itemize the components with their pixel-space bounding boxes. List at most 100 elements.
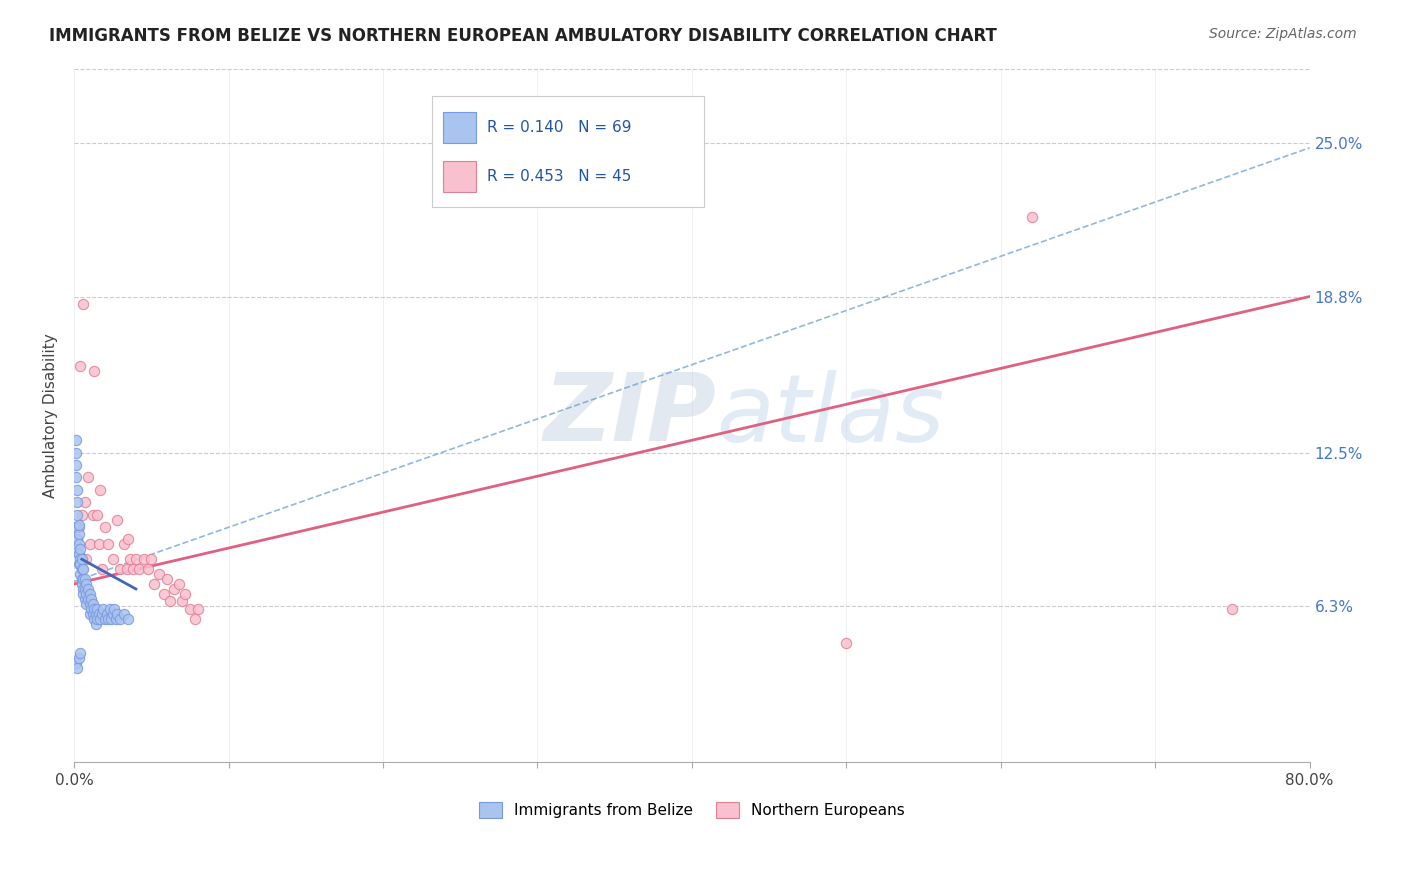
Point (159, 594, 181, 608)
Point (179, 601, 201, 615)
Point (183, 612, 205, 626)
Point (66, 483, 89, 497)
Point (100, 612, 122, 626)
Point (75, 577, 97, 591)
Point (82, 607, 104, 621)
Point (187, 601, 209, 615)
Point (65, 458, 87, 472)
Point (118, 552, 141, 566)
Point (121, 562, 143, 576)
Point (65, 470, 87, 484)
Point (72, 297, 94, 311)
Point (87, 537, 110, 551)
Point (148, 567, 170, 582)
Point (90, 607, 112, 621)
Point (75, 597, 97, 611)
Point (65, 434, 87, 448)
Point (75, 552, 97, 566)
Point (167, 577, 190, 591)
Point (136, 562, 159, 576)
Point (94, 520, 117, 534)
Point (72, 582, 94, 596)
Point (93, 601, 115, 615)
Point (79, 597, 101, 611)
Point (73, 582, 96, 596)
Point (66, 495, 89, 509)
Point (67, 651, 90, 665)
Point (67, 557, 90, 571)
Point (128, 562, 150, 576)
Point (141, 552, 163, 566)
Point (83, 601, 105, 615)
Point (70, 562, 93, 576)
Point (174, 587, 197, 601)
Point (103, 601, 125, 615)
Point (69, 557, 91, 571)
Point (69, 567, 91, 582)
Point (80, 591, 103, 606)
Point (70, 572, 93, 586)
Point (152, 587, 174, 601)
Point (86, 601, 108, 615)
Point (112, 537, 135, 551)
Point (96, 607, 118, 621)
Point (143, 577, 166, 591)
Point (117, 533, 139, 547)
Point (97, 612, 120, 626)
Y-axis label: Ambulatory Disability: Ambulatory Disability (44, 333, 58, 498)
Point (79, 607, 101, 621)
Point (80, 601, 103, 615)
Point (89, 483, 111, 497)
Point (125, 552, 148, 566)
Point (66, 533, 89, 547)
Point (66, 533, 89, 547)
Point (110, 562, 132, 576)
Point (67, 537, 90, 551)
Point (112, 607, 135, 621)
Point (70, 577, 93, 591)
Point (79, 537, 101, 551)
Point (117, 612, 139, 626)
Legend: Immigrants from Belize, Northern Europeans: Immigrants from Belize, Northern Europea… (472, 796, 911, 824)
Point (72, 562, 94, 576)
Point (66, 520, 89, 534)
Point (72, 587, 94, 601)
Point (101, 607, 124, 621)
Point (69, 552, 91, 566)
Point (1021, 211, 1043, 225)
Point (82, 508, 104, 522)
Point (67, 520, 90, 534)
Point (156, 572, 179, 586)
Point (835, 636, 858, 650)
Text: IMMIGRANTS FROM BELIZE VS NORTHERN EUROPEAN AMBULATORY DISABILITY CORRELATION CH: IMMIGRANTS FROM BELIZE VS NORTHERN EUROP… (49, 27, 997, 45)
Point (101, 552, 124, 566)
Point (67, 527, 90, 541)
Point (65, 445, 87, 459)
Point (70, 552, 93, 566)
Point (132, 552, 155, 566)
Point (86, 508, 108, 522)
Point (104, 612, 127, 626)
Point (84, 616, 107, 631)
Point (94, 612, 117, 626)
Text: Source: ZipAtlas.com: Source: ZipAtlas.com (1209, 27, 1357, 41)
Point (69, 542, 91, 557)
Text: atlas: atlas (717, 370, 945, 461)
Point (83, 364, 105, 378)
Point (83, 612, 105, 626)
Point (84, 607, 107, 621)
Point (73, 572, 96, 586)
Point (66, 508, 89, 522)
Point (77, 582, 100, 596)
Point (97, 537, 120, 551)
Point (77, 470, 100, 484)
Text: ZIP: ZIP (544, 369, 717, 461)
Point (86, 612, 108, 626)
Point (67, 517, 90, 532)
Point (65, 520, 87, 534)
Point (163, 582, 186, 596)
Point (110, 612, 132, 626)
Point (75, 587, 97, 601)
Point (65, 657, 87, 671)
Point (82, 597, 104, 611)
